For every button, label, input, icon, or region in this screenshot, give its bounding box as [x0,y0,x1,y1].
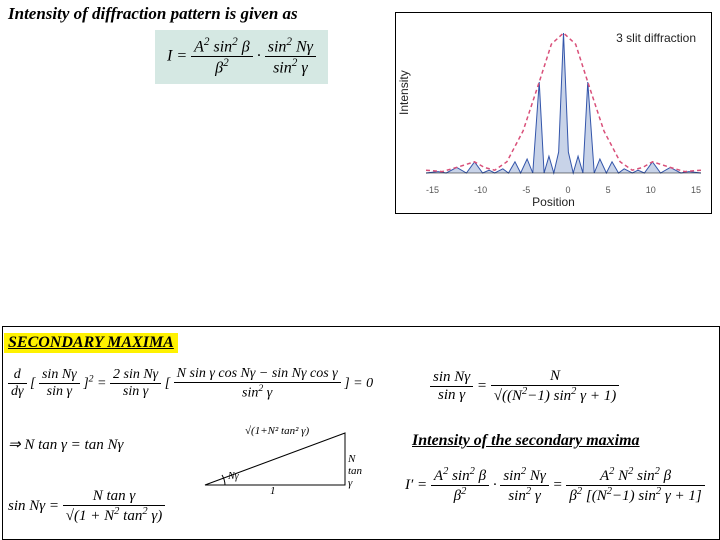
chart-svg [426,23,701,178]
page-title: Intensity of diffraction pattern is give… [8,4,298,24]
secondary-intensity-title: Intensity of the secondary maxima [410,432,642,450]
triangle-adj-label: 1 [270,485,276,497]
equation-sin-ngamma: sin Nγ = N tan γ√(1 + N2 tan2 γ) [8,488,165,525]
triangle-angle-label: Nγ [228,471,239,482]
equation-derivative: ddγ [ sin Nγsin γ ]2 = 2 sin Nγsin γ [ N… [8,366,373,402]
main-formula: I = A2 sin2 ββ2 · sin2 Nγsin2 γ [155,30,328,84]
chart-xticks: -15-10-5051015 [426,185,701,195]
equation-tan: ⇒ N tan γ = tan Nγ [8,435,123,454]
triangle-diagram: √(1+N² tan² γ) N tan γ 1 Nγ [190,425,360,500]
triangle-opp-label: N tan γ [348,453,362,489]
chart-x-label: Position [532,195,575,209]
diffraction-chart: 3 slit diffraction Intensity Position -1… [395,12,712,214]
chart-y-label: Intensity [397,70,411,115]
triangle-hyp-label: √(1+N² tan² γ) [245,425,309,437]
equation-intensity-secondary: I′ = A2 sin2 ββ2 · sin2 Nγsin2 γ = A2 N2… [405,466,705,505]
secondary-maxima-title: SECONDARY MAXIMA [4,333,178,353]
equation-ratio: sin Nγsin γ = N√((N2−1) sin2 γ + 1) [430,368,619,405]
